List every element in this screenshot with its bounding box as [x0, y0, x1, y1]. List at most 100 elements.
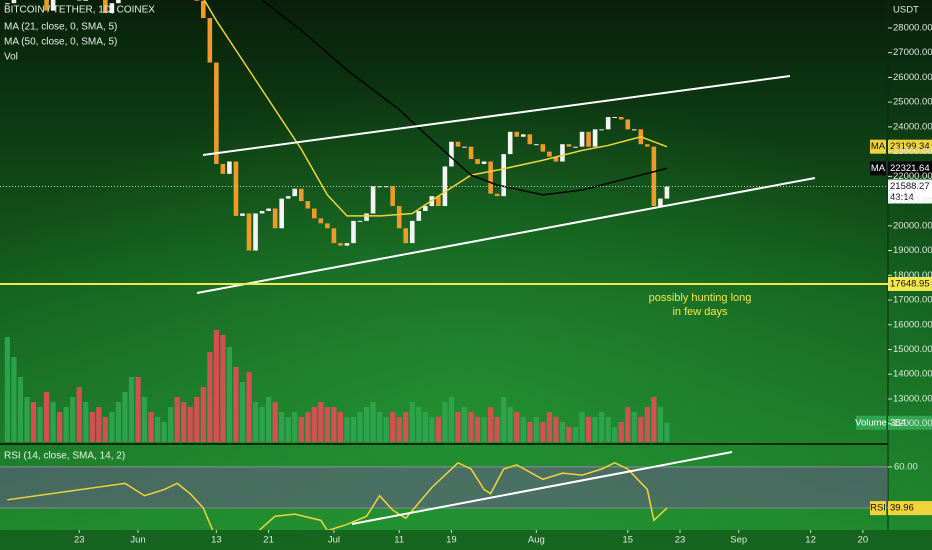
volume-bar [324, 407, 330, 442]
hline-value: 17648.95 [890, 278, 930, 289]
volume-bar [377, 412, 383, 442]
candle [383, 186, 389, 188]
volume-bar [239, 382, 246, 442]
candle [631, 129, 637, 131]
candle [560, 144, 565, 162]
volume-bar [442, 402, 448, 442]
x-tick-label: 21 [263, 535, 274, 546]
rsi-band [0, 466, 888, 509]
ma-price-box [888, 161, 932, 176]
volume-bar [638, 417, 644, 442]
volume-bar [488, 407, 494, 442]
rsi-tick-label: 60.00 [894, 461, 918, 472]
candle [116, 0, 121, 4]
candle [312, 208, 317, 219]
candle [449, 141, 454, 167]
volume-bar [233, 367, 239, 442]
candle [44, 0, 49, 11]
countdown: 43:14 [890, 192, 914, 203]
volume-bar [70, 397, 76, 442]
ma-price-tag-box [870, 139, 886, 154]
volume-bar [141, 397, 148, 442]
channel-lower [196, 177, 816, 294]
volume-bar [226, 347, 233, 442]
volume-bar [370, 402, 376, 442]
volume-bar [331, 407, 337, 442]
candle [325, 223, 330, 229]
volume-bar [148, 412, 154, 442]
candle [553, 156, 559, 162]
candle [377, 186, 382, 188]
volume-bar [17, 377, 24, 442]
volume-bar [50, 402, 56, 442]
volume-value: 384 [890, 417, 906, 428]
x-tick-label: 13 [211, 535, 222, 546]
candle [599, 129, 604, 131]
y-tick-label: 26000.00 [893, 72, 932, 83]
candle [501, 154, 506, 197]
ma-price-tag: MA [871, 163, 886, 174]
candle [83, 0, 89, 1]
candle [351, 220, 356, 244]
volume-bar [501, 397, 507, 442]
candle [50, 0, 56, 11]
volume-bar [337, 412, 344, 442]
volume-bar [43, 392, 50, 442]
rsi-box [888, 501, 932, 516]
candle [507, 131, 513, 155]
volume-bar [311, 407, 317, 442]
candle [279, 198, 284, 229]
volume-bar [520, 417, 526, 442]
candle [318, 218, 324, 224]
candle [240, 213, 245, 216]
candle [592, 129, 598, 147]
volume-bar [109, 412, 115, 442]
last-price-value: 21588.27 [890, 181, 930, 192]
volume-bar [625, 407, 631, 442]
candle [573, 146, 578, 148]
y-tick-label: 17000.00 [893, 295, 932, 306]
time-axis [0, 530, 932, 550]
candle [344, 243, 350, 246]
currency: USDT [893, 5, 919, 16]
volume-bar [187, 407, 193, 442]
candle [651, 146, 657, 207]
moving-average [261, 0, 668, 196]
rsi-line [7, 461, 668, 530]
candle [645, 144, 650, 147]
volume-bar [396, 417, 402, 442]
volume-tag-box [856, 415, 886, 430]
candle [396, 206, 402, 229]
volume-bar [448, 397, 455, 442]
volume-bar [559, 422, 566, 442]
volume-bar [298, 417, 304, 442]
candle [11, 0, 17, 4]
volume-bar [572, 427, 579, 442]
volume-bar [279, 412, 285, 442]
y-tick-label: 14000.00 [893, 369, 932, 380]
volume-bar [403, 412, 409, 442]
vol-legend: Vol [4, 52, 18, 63]
candle [364, 213, 369, 221]
y-tick-label: 20000.00 [893, 220, 932, 231]
volume-bar [461, 407, 468, 442]
volume-bar [664, 422, 670, 442]
volume-bar [605, 417, 611, 442]
candle [534, 144, 539, 146]
volume-bar [651, 397, 657, 442]
volume-bar [76, 387, 82, 442]
x-tick-label: 23 [74, 535, 85, 546]
volume-bar [154, 417, 161, 442]
volume-bar [285, 417, 291, 442]
candle [566, 144, 572, 147]
x-tick-label: Sep [730, 535, 747, 546]
y-tick-label: 18000.00 [893, 270, 932, 281]
ma-price-tag-box [870, 161, 886, 176]
x-tick-label: 12 [805, 535, 816, 546]
candle [76, 0, 82, 1]
y-tick-label: 15000.00 [893, 344, 932, 355]
ma-price-tag: MA [871, 141, 886, 152]
candle [658, 198, 663, 207]
y-tick-label: 16000.00 [893, 319, 932, 330]
